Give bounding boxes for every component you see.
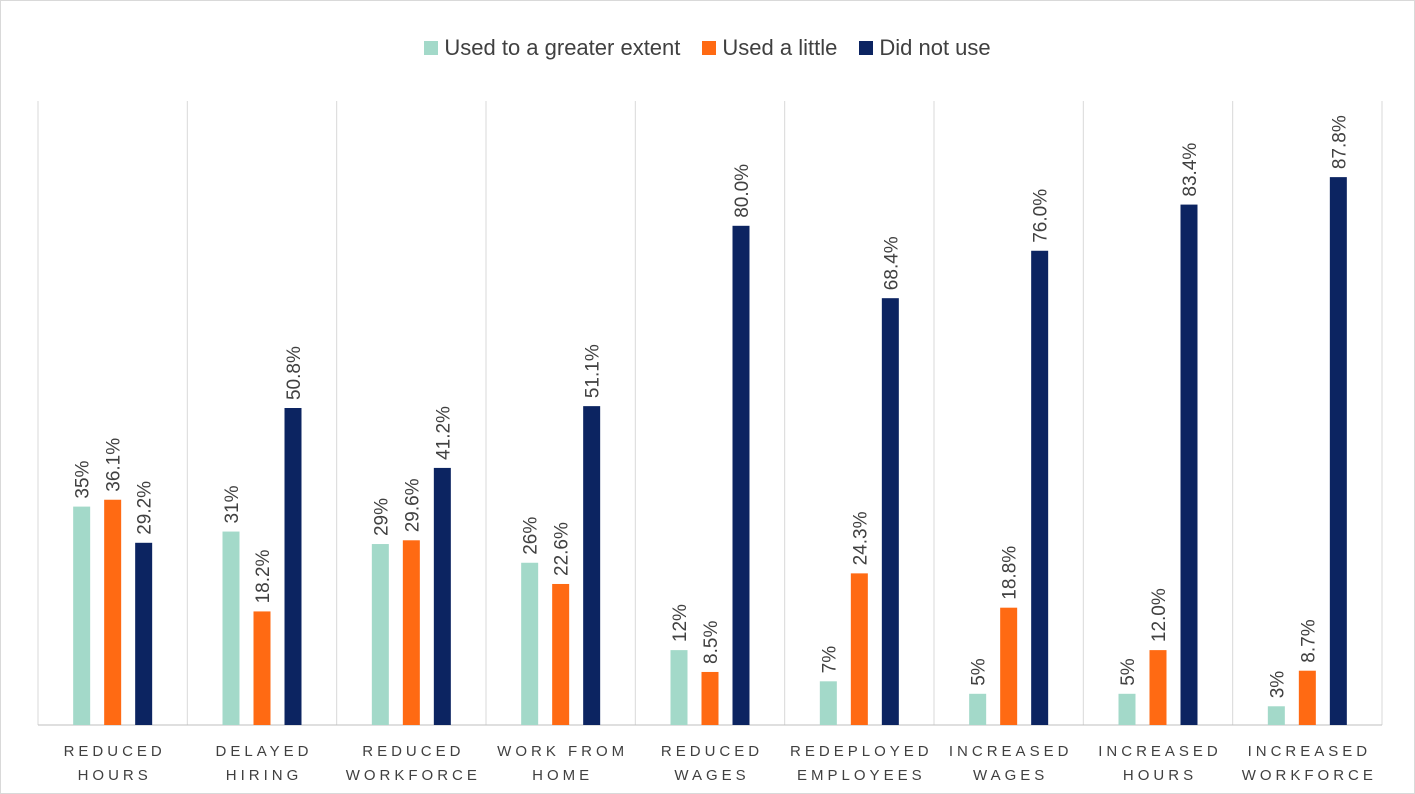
data-label: 76.0% bbox=[1031, 189, 1052, 243]
bar bbox=[583, 406, 601, 725]
data-label: 83.4% bbox=[1180, 143, 1201, 197]
data-label: 29.6% bbox=[402, 478, 423, 532]
data-label: 22.6% bbox=[552, 522, 573, 576]
data-label: 5% bbox=[969, 658, 990, 686]
data-label: 18.8% bbox=[1000, 546, 1021, 600]
data-label: 41.2% bbox=[433, 406, 454, 460]
x-tick-label: REDUCED bbox=[362, 743, 464, 760]
bar bbox=[73, 506, 91, 725]
bar bbox=[433, 467, 451, 725]
data-label: 68.4% bbox=[881, 236, 902, 290]
data-label: 12.0% bbox=[1149, 588, 1170, 642]
x-tick-label: HOURS bbox=[78, 767, 152, 784]
data-label: 26% bbox=[521, 517, 542, 555]
x-tick-label: REDUCED bbox=[64, 743, 166, 760]
data-label: 29.2% bbox=[135, 481, 156, 535]
data-label: 51.1% bbox=[583, 344, 604, 398]
x-tick-label: REDEPLOYED bbox=[790, 743, 933, 760]
data-label: 7% bbox=[819, 646, 840, 674]
x-tick-label: REDUCED bbox=[661, 743, 763, 760]
bar bbox=[819, 681, 837, 725]
legend-label-did-not-use: Did not use bbox=[879, 35, 991, 60]
bar bbox=[1180, 204, 1198, 726]
bar bbox=[1329, 177, 1347, 726]
bar bbox=[1000, 607, 1018, 725]
legend-label-greater-extent: Used to a greater extent bbox=[444, 35, 681, 60]
data-label: 3% bbox=[1267, 671, 1288, 699]
data-label: 24.3% bbox=[850, 511, 871, 565]
legend-item-used-a-little: Used a little bbox=[702, 35, 837, 61]
bar bbox=[1118, 693, 1136, 725]
bar bbox=[850, 573, 868, 725]
data-label: 18.2% bbox=[253, 549, 274, 603]
bar bbox=[1031, 250, 1049, 725]
x-tick-label: HOME bbox=[532, 767, 593, 784]
bar bbox=[371, 544, 389, 725]
x-tick-label: WORK FROM bbox=[497, 743, 628, 760]
bar bbox=[969, 693, 987, 725]
bar bbox=[732, 225, 750, 726]
x-tick-label: INCREASED bbox=[949, 743, 1073, 760]
data-label: 8.7% bbox=[1298, 619, 1319, 662]
legend-item-did-not-use: Did not use bbox=[859, 35, 991, 61]
bar bbox=[881, 298, 899, 725]
x-tick-label: WORKFORCE bbox=[346, 767, 481, 784]
data-label: 31% bbox=[222, 485, 243, 523]
bar bbox=[402, 540, 420, 725]
legend-label-used-a-little: Used a little bbox=[722, 35, 838, 60]
bar bbox=[222, 531, 240, 725]
x-tick-label: HIRING bbox=[226, 767, 303, 784]
bar bbox=[104, 499, 122, 725]
legend-swatch-did-not-use bbox=[859, 41, 874, 55]
x-tick-label: INCREASED bbox=[1098, 743, 1222, 760]
data-label: 87.8% bbox=[1329, 115, 1350, 169]
data-label: 36.1% bbox=[104, 438, 125, 492]
bar bbox=[521, 562, 539, 725]
x-tick-label: EMPLOYEES bbox=[797, 767, 926, 784]
data-label: 50.8% bbox=[284, 346, 305, 400]
bar bbox=[1298, 670, 1316, 725]
legend-swatch-greater-extent bbox=[424, 41, 439, 55]
x-tick-label: HOURS bbox=[1123, 767, 1197, 784]
legend-swatch-used-a-little bbox=[702, 41, 717, 55]
bar bbox=[670, 650, 688, 725]
bar bbox=[1267, 706, 1285, 725]
data-label: 12% bbox=[670, 604, 691, 642]
data-label: 8.5% bbox=[701, 621, 722, 664]
x-tick-label: WAGES bbox=[674, 767, 749, 784]
data-label: 29% bbox=[371, 498, 392, 536]
bar bbox=[701, 671, 719, 725]
x-tick-label: WORKFORCE bbox=[1242, 767, 1377, 784]
legend-item-greater-extent: Used to a greater extent bbox=[424, 35, 680, 61]
bar bbox=[284, 408, 302, 725]
bar bbox=[135, 542, 153, 725]
x-tick-label: DELAYED bbox=[216, 743, 313, 760]
bar bbox=[1149, 650, 1167, 725]
legend: Used to a greater extent Used a little D… bbox=[1, 31, 1414, 65]
data-label: 5% bbox=[1118, 658, 1139, 686]
bar bbox=[552, 583, 570, 725]
data-label: 80.0% bbox=[732, 164, 753, 218]
x-tick-label: WAGES bbox=[973, 767, 1048, 784]
bar bbox=[253, 611, 271, 725]
x-tick-label: INCREASED bbox=[1248, 743, 1372, 760]
data-label: 35% bbox=[73, 460, 94, 498]
